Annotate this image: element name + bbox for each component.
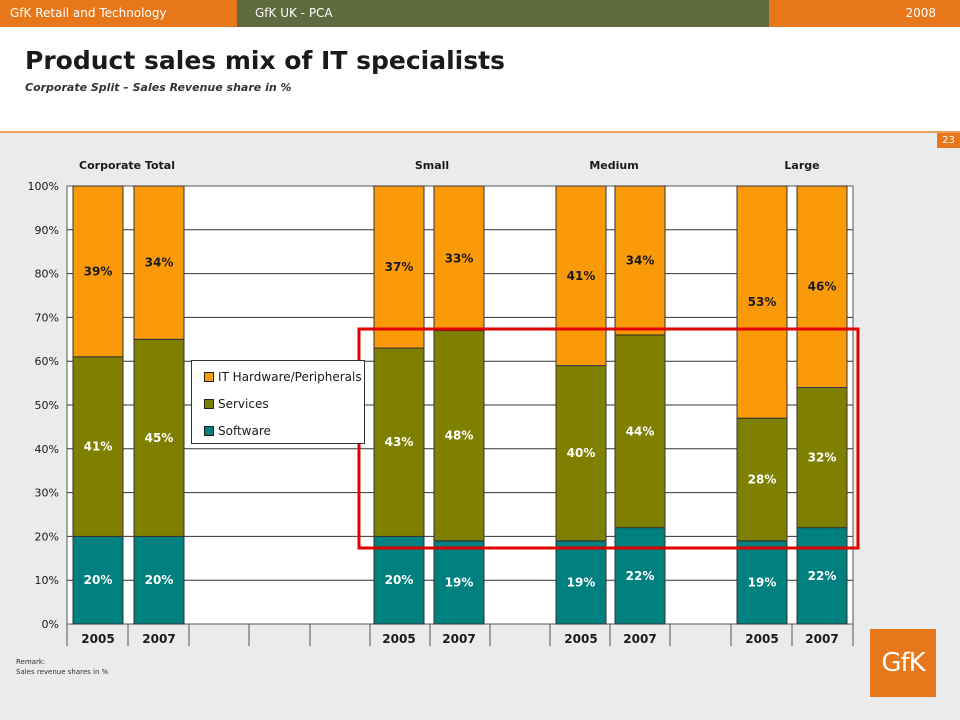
header-year-label: 2008 (769, 0, 960, 27)
y-tick-label: 90% (35, 224, 59, 237)
chart-legend: IT Hardware/Peripherals Services Softwar… (191, 360, 365, 444)
legend-label-hardware: IT Hardware/Peripherals (218, 370, 362, 384)
legend-label-services: Services (218, 397, 269, 411)
x-tick-label: 2005 (81, 632, 114, 646)
bar-segment (736, 540, 788, 625)
bar-segment (796, 527, 848, 625)
top-bar: GfK Retail and Technology GfK UK - PCA 2… (0, 0, 960, 27)
data-label: 19% (748, 575, 777, 589)
x-tick-label: 2007 (142, 632, 175, 646)
bar-segment (796, 185, 848, 388)
group-header: Medium (589, 159, 638, 172)
y-tick-label: 40% (35, 443, 59, 456)
legend-swatch-services (204, 398, 214, 409)
y-tick-label: 80% (35, 268, 59, 281)
data-label: 28% (748, 472, 777, 486)
data-label: 20% (385, 573, 414, 587)
legend-item-services: Services (204, 397, 269, 411)
bar-segment (555, 365, 607, 542)
data-label: 46% (808, 280, 837, 294)
bar-segment (614, 334, 666, 529)
bar-segment (133, 535, 185, 625)
y-tick-label: 20% (35, 530, 59, 543)
y-tick-label: 10% (35, 574, 59, 587)
data-label: 37% (385, 260, 414, 274)
data-label: 45% (145, 431, 174, 445)
bar-segment (433, 185, 485, 332)
group-header: Small (415, 159, 449, 172)
x-tick-label: 2005 (382, 632, 415, 646)
x-tick-label: 2005 (745, 632, 778, 646)
x-tick-label: 2007 (442, 632, 475, 646)
data-label: 44% (626, 424, 655, 438)
header-separator (0, 131, 960, 133)
legend-swatch-software (204, 425, 214, 436)
data-label: 53% (748, 295, 777, 309)
bar-segment (555, 540, 607, 625)
data-label: 48% (445, 429, 474, 443)
data-label: 39% (84, 264, 113, 278)
remark-label: Remark: (16, 658, 46, 666)
data-label: 41% (84, 440, 113, 454)
bar-segment (433, 330, 485, 542)
data-label: 41% (567, 269, 596, 283)
data-label: 34% (145, 256, 174, 270)
data-label: 22% (626, 569, 655, 583)
bar-segment (555, 185, 607, 367)
group-header: Corporate Total (79, 159, 175, 172)
data-label: 19% (445, 575, 474, 589)
bar-segment (736, 185, 788, 419)
x-tick-label: 2005 (564, 632, 597, 646)
data-label: 22% (808, 569, 837, 583)
bar-segment (796, 386, 848, 529)
bar-segment (373, 185, 425, 349)
remark-text: Sales revenue shares in % (16, 668, 109, 676)
legend-item-hardware: IT Hardware/Peripherals (204, 370, 362, 384)
data-label: 19% (567, 575, 596, 589)
gfk-logo: GfK (870, 629, 936, 697)
data-label: 20% (145, 573, 174, 587)
bar-segment (433, 540, 485, 625)
page-number: 23 (937, 133, 960, 148)
x-tick-label: 2007 (623, 632, 656, 646)
data-label: 43% (385, 435, 414, 449)
y-tick-label: 60% (35, 355, 59, 368)
data-label: 40% (567, 446, 596, 460)
bar-segment (614, 527, 666, 625)
bar-segment (373, 535, 425, 625)
header-left-label: GfK Retail and Technology (0, 0, 237, 27)
data-label: 20% (84, 573, 113, 587)
bar-segment (373, 347, 425, 537)
bar-segment (133, 338, 185, 537)
y-tick-label: 30% (35, 487, 59, 500)
group-header: Large (784, 159, 819, 172)
header-middle-label: GfK UK - PCA (255, 6, 333, 20)
data-label: 34% (626, 253, 655, 267)
page-subtitle: Corporate Split – Sales Revenue share in… (25, 81, 292, 94)
legend-swatch-hardware (204, 371, 214, 382)
data-label: 32% (808, 451, 837, 465)
y-tick-label: 70% (35, 311, 59, 324)
bar-segment (133, 185, 185, 340)
bar-segment (736, 417, 788, 542)
x-tick-label: 2007 (805, 632, 838, 646)
legend-item-software: Software (204, 424, 271, 438)
bar-segment (614, 185, 666, 336)
y-tick-label: 50% (35, 399, 59, 412)
stacked-bar-chart: 0% 10% 20% 30% 40% 50% 60% 70% 80% 90% 100% 20% 41% 3… (28, 159, 860, 646)
page-title: Product sales mix of IT specialists (25, 46, 505, 75)
bar-segment (72, 185, 124, 358)
legend-label-software: Software (218, 424, 271, 438)
data-label: 33% (445, 251, 474, 265)
remark-note: Remark: Sales revenue shares in % (16, 657, 108, 677)
y-tick-label: 100% (28, 180, 59, 193)
y-tick-label: 0% (42, 618, 59, 631)
